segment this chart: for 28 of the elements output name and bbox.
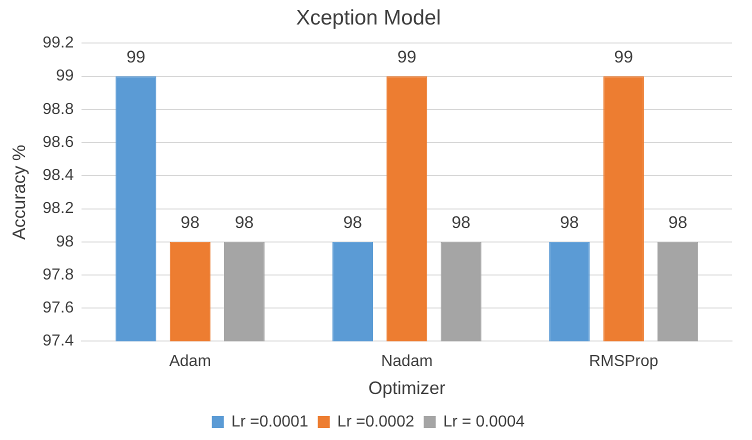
y-tick-label: 99 (56, 68, 74, 85)
y-tick-label: 99.2 (42, 34, 74, 52)
y-tick-label: 98.6 (42, 134, 74, 151)
x-axis-title: Optimizer (368, 378, 446, 398)
data-label: 98 (180, 213, 200, 232)
x-tick-label: RMSProp (588, 353, 658, 370)
legend-label: Lr =0.0002 (337, 413, 414, 430)
y-tick-label: 97.6 (42, 299, 74, 316)
data-label: 98 (234, 213, 254, 232)
data-label: 99 (614, 48, 634, 66)
y-tick-label: 98.8 (42, 100, 74, 118)
data-label: 98 (668, 213, 688, 232)
data-label: 98 (560, 213, 579, 232)
x-tick-label: Adam (169, 353, 212, 370)
y-axis-title: Accuracy % (8, 144, 29, 240)
y-tick-label: 97.8 (42, 266, 74, 284)
legend-label: Lr = 0.0004 (443, 413, 525, 430)
data-label: 98 (343, 213, 362, 232)
legend-label: Lr =0.0001 (231, 413, 308, 430)
y-tick-label: 97.4 (42, 332, 74, 350)
data-label: 99 (397, 48, 416, 66)
x-tick-label: Nadam (381, 353, 433, 370)
data-label: 99 (126, 48, 146, 66)
y-tick-label: 98.4 (42, 167, 74, 184)
y-tick-label: 98 (56, 233, 74, 250)
data-label: 98 (452, 213, 471, 232)
y-tick-label: 98.2 (42, 200, 74, 218)
chart-title: Xception Model (296, 6, 441, 30)
